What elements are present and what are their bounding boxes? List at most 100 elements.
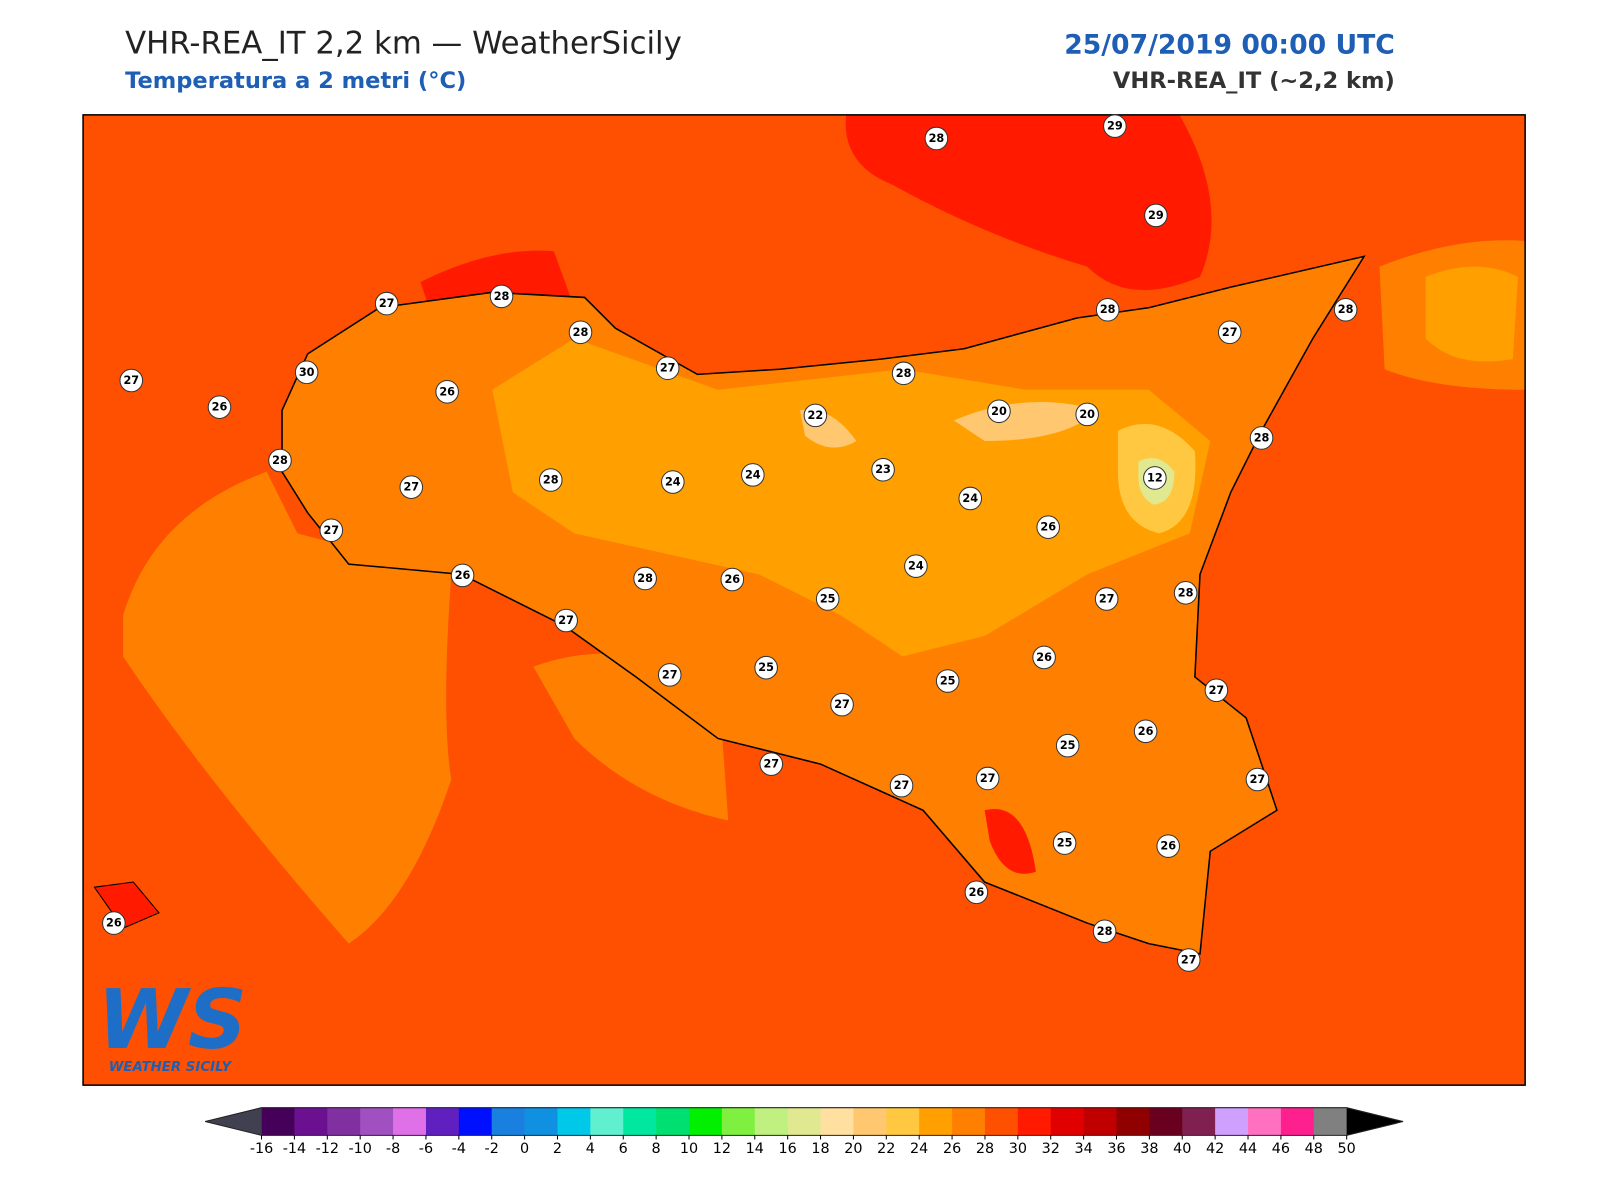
station-marker: [1176, 948, 1201, 972]
station-marker: [759, 752, 784, 776]
station-marker: [1133, 719, 1158, 744]
colorbar-tick-label: 16: [779, 1141, 797, 1157]
station-marker: [1245, 767, 1270, 792]
colorbar-tick-label: -8: [386, 1141, 400, 1157]
station-value: 26: [724, 573, 740, 586]
colorbar-bin: [754, 1107, 789, 1136]
station-marker: [891, 361, 916, 386]
colorbar-bin: [656, 1107, 690, 1136]
station-marker: [661, 470, 685, 494]
colorbar-bin: [425, 1107, 460, 1136]
station-value: 28: [1254, 431, 1270, 444]
station-value: 26: [212, 401, 228, 414]
station-marker: [754, 655, 778, 680]
colorbar-tick-label: 2: [553, 1141, 562, 1157]
colorbar-bin: [1313, 1107, 1348, 1136]
colorbar-bin: [393, 1107, 427, 1136]
station-value: 26: [969, 886, 985, 899]
colorbar-bin: [1116, 1107, 1150, 1136]
station-marker: [655, 356, 680, 380]
calabria-warmer: [1425, 266, 1518, 362]
station-value: 26: [1040, 521, 1056, 534]
station-value: 28: [543, 474, 559, 487]
station-marker: [1156, 834, 1180, 858]
station-value: 20: [991, 405, 1007, 418]
station-value: 20: [1079, 408, 1095, 421]
colorbar-bin: [294, 1107, 328, 1136]
datetime: 25/07/2019 00:00 UTC: [1064, 29, 1395, 60]
station-value: 26: [1160, 840, 1176, 853]
station-value: 27: [558, 614, 574, 627]
sea-hot-area: [845, 114, 1212, 291]
colorbar-tick-label: -10: [348, 1141, 371, 1157]
colorbar-tick-label: 24: [910, 1141, 928, 1157]
colorbar-tick-label: 42: [1206, 1141, 1224, 1157]
colorbar-tick-label: -14: [283, 1141, 306, 1157]
station-marker: [399, 475, 424, 499]
station-value: 25: [940, 675, 956, 688]
station-marker: [1092, 919, 1117, 944]
station-value: 25: [1057, 837, 1073, 850]
colorbar-bin: [491, 1107, 526, 1136]
station-value: 27: [1222, 326, 1238, 339]
station-marker: [889, 773, 914, 798]
subtitle: Temperatura a 2 metri (°C): [125, 68, 466, 94]
station-value: 26: [1138, 725, 1154, 738]
station-value: 25: [758, 661, 774, 674]
colorbar-bin: [1050, 1107, 1085, 1136]
station-marker: [1094, 587, 1119, 611]
station-value: 28: [573, 326, 589, 339]
station-value: 27: [763, 758, 779, 771]
colorbar-bin: [1280, 1107, 1315, 1136]
station-marker: [987, 399, 1011, 424]
colorbar-bin: [327, 1107, 361, 1136]
colorbar-bin: [458, 1107, 493, 1136]
station-marker: [1052, 831, 1077, 855]
map: WS WEATHER SICILY: [82, 114, 1526, 1086]
colorbar-tick-label: 12: [713, 1141, 731, 1157]
station-marker: [1032, 645, 1056, 670]
station-marker: [489, 284, 514, 309]
colorbar-bin: [360, 1107, 394, 1136]
station-value: 28: [896, 367, 912, 380]
station-value: 27: [660, 362, 676, 375]
colorbar-tick-label: 4: [586, 1141, 595, 1157]
colorbar-tick-label: 0: [520, 1141, 529, 1157]
station-value: 23: [875, 463, 891, 476]
colorbar: -16 -14 -12 -10 -8 -6 -4 -2 0 2 4 6 8 10 12 14 16 18 20 22 2…: [205, 1107, 1404, 1157]
sea-warm-area: [123, 471, 452, 944]
colorbar-tick-label: 50: [1338, 1141, 1356, 1157]
station-value: 26: [106, 917, 122, 930]
colorbar-bin: [1083, 1107, 1118, 1136]
station-marker: [904, 554, 928, 578]
station-marker: [657, 663, 682, 687]
station-marker: [720, 567, 745, 592]
station-value: 25: [1060, 739, 1076, 752]
station-marker: [958, 486, 983, 511]
station-value: 28: [1178, 586, 1194, 599]
station-marker: [830, 692, 854, 717]
station-marker: [1204, 678, 1229, 703]
colorbar-bin: [787, 1107, 822, 1136]
logo: WS: [97, 973, 247, 1068]
colorbar-bin: [886, 1107, 920, 1136]
colorbar-tick-label: 36: [1107, 1141, 1125, 1157]
colorbar-tick-label: 46: [1272, 1141, 1290, 1157]
station-marker: [450, 563, 475, 588]
colorbar-bin: [1248, 1107, 1282, 1136]
colorbar-tick-label: 22: [877, 1141, 895, 1157]
colorbar-tick-label: 38: [1140, 1141, 1158, 1157]
station-marker: [1143, 466, 1167, 490]
station-marker: [568, 320, 593, 345]
station-value: 27: [1250, 773, 1266, 786]
station-value: 28: [1338, 303, 1354, 316]
station-value: 28: [494, 290, 510, 303]
colorbar-tick-label: 34: [1074, 1141, 1092, 1157]
station-value: 27: [894, 779, 910, 792]
station-value: 27: [1209, 684, 1225, 697]
station-value: 26: [439, 385, 455, 398]
colorbar-bin: [689, 1107, 723, 1136]
colorbar-bin: [820, 1107, 854, 1136]
station-value: 26: [455, 569, 471, 582]
